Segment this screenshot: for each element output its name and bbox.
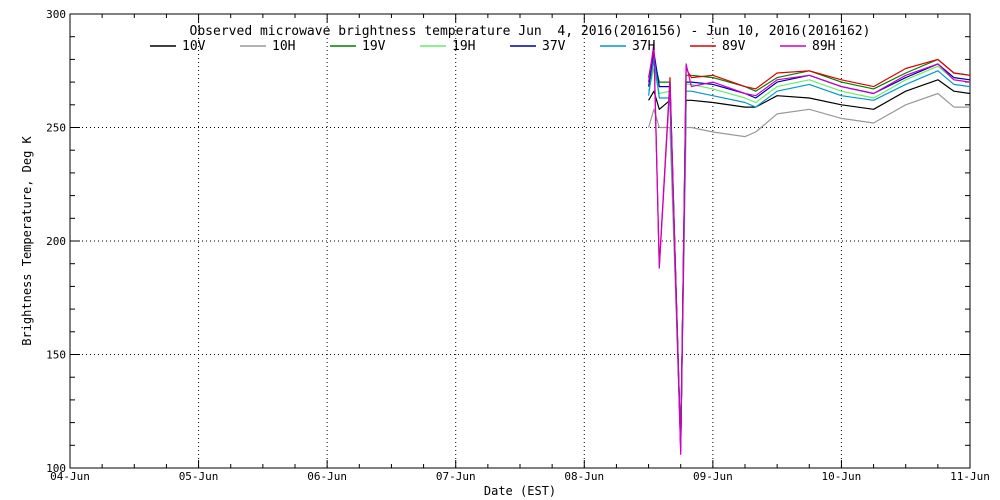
series-lines [648,42,971,455]
series-line-19h [648,65,971,446]
legend-label-10v: 10V [182,39,206,54]
legend-label-89h: 89H [812,39,835,54]
x-tick-label: 07-Jun [436,470,476,483]
y-tick-label: 150 [46,349,66,362]
series-line-37h [648,56,971,446]
legend-label-89v: 89V [722,39,746,54]
y-tick-label: 200 [46,235,66,248]
series-line-89v [648,47,971,453]
legend-label-19h: 19H [452,39,475,54]
y-axis-label: Brightness Temperature, Deg K [20,135,34,345]
x-tick-label: 09-Jun [693,470,733,483]
legend-label-19v: 19V [362,39,386,54]
legend-label-10h: 10H [272,39,295,54]
x-tick-label: 05-Jun [179,470,219,483]
grid-lines [70,14,970,468]
y-tick-label: 300 [46,8,66,21]
series-line-10h [648,92,970,446]
series-line-10v [648,79,971,446]
series-line-89h [648,42,971,455]
x-tick-label: 08-Jun [564,470,604,483]
x-tick-label: 11-Jun [950,470,990,483]
legend-label-37h: 37H [632,39,655,54]
x-tick-label: 06-Jun [307,470,347,483]
series-line-37v [648,51,971,446]
legend: 10V 10H 19V 19H 37V 37H 89V 89H [150,39,835,54]
y-tick-label: 100 [46,462,66,475]
x-tick-label: 10-Jun [822,470,862,483]
chart-title: Observed microwave brightness temperatur… [190,24,871,39]
y-tick-label: 250 [46,122,66,135]
axis-ticks: 04-Jun 05-Jun 06-Jun 07-Jun 08-Jun 09-Jun 10-J… [46,8,990,483]
x-axis-label: Date (EST) [484,484,556,498]
legend-label-37v: 37V [542,39,566,54]
series-line-19v [648,58,971,446]
x-tick-label: 04-Jun [50,470,90,483]
